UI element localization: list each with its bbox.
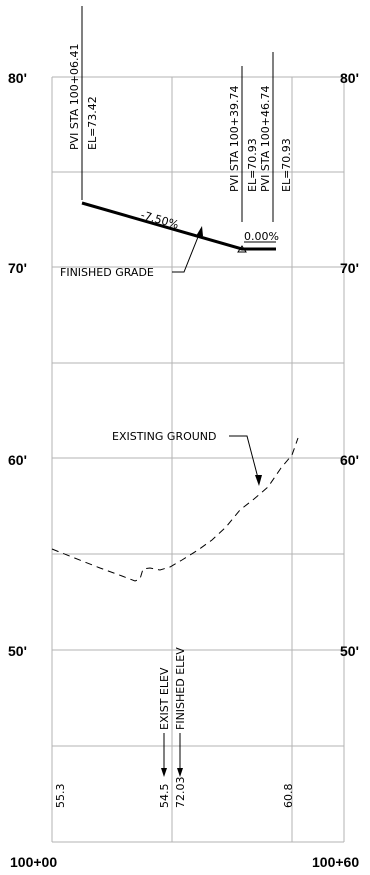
existing-ground-line — [51, 437, 299, 582]
y-tick-left-50: 50' — [8, 643, 27, 659]
y-tick-left-60: 60' — [8, 452, 27, 468]
existing-ground-leader — [229, 435, 259, 479]
finished-grade-line — [81, 201, 276, 251]
grade-1-label: -7.50% — [139, 208, 180, 231]
bottom-value-start: 55.3 — [54, 784, 67, 809]
y-tick-left-70: 70' — [8, 260, 27, 276]
bottom-value-finished: 72.03 — [174, 777, 187, 809]
pvi-1-station: PVI STA 100+06.41 — [68, 44, 81, 150]
grid — [51, 76, 345, 843]
exist-elev-arrowhead — [161, 768, 167, 777]
bottom-value-end: 60.8 — [282, 784, 295, 809]
finished-grade-leader — [172, 231, 201, 273]
pvi-marker — [237, 245, 247, 253]
exist-elev-label: EXIST ELEV — [158, 667, 171, 730]
existing-ground-arrow — [255, 475, 262, 486]
y-tick-left-80: 80' — [8, 70, 27, 86]
pvi-3-station: PVI STA 100+46.74 — [259, 86, 272, 192]
finished-grade-label: FINISHED GRADE — [60, 266, 154, 279]
finished-elev-arrowhead — [177, 768, 183, 777]
y-tick-right-50: 50' — [340, 643, 359, 659]
x-tick-start: 100+00 — [10, 854, 57, 870]
pvi-2-station: PVI STA 100+39.74 — [228, 86, 241, 192]
y-tick-right-60: 60' — [340, 452, 359, 468]
bottom-value-exist: 54.5 — [158, 784, 171, 809]
pvi-2-elevation: EL=70.93 — [246, 138, 259, 192]
pvi-1-elevation: EL=73.42 — [86, 96, 99, 150]
y-tick-right-70: 70' — [340, 260, 359, 276]
existing-ground-label: EXISTING GROUND — [112, 430, 217, 443]
finished-grade-arrow — [196, 226, 203, 236]
x-tick-end: 100+60 — [312, 854, 359, 870]
y-tick-right-80: 80' — [340, 70, 359, 86]
pvi-3-elevation: EL=70.93 — [280, 138, 293, 192]
finished-elev-label: FINISHED ELEV — [174, 647, 187, 730]
grade-2-label: 0.00% — [244, 230, 279, 243]
